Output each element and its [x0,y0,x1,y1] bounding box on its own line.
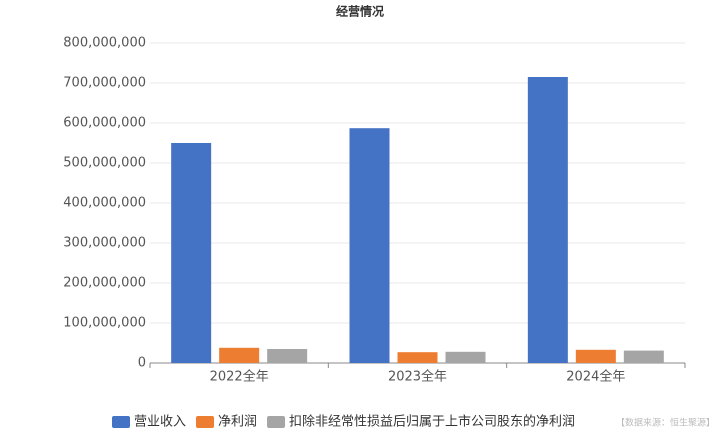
x-tick-label: 2024全年 [566,369,625,385]
y-tick-label: 500,000,000 [63,156,146,171]
y-tick-label: 600,000,000 [63,116,146,131]
y-tick-label: 800,000,000 [63,36,146,51]
legend-swatch [267,416,286,428]
legend-label: 营业收入 [134,415,186,430]
bar [623,350,664,363]
y-tick-label: 700,000,000 [63,76,146,91]
bar [527,77,568,363]
legend-label: 净利润 [218,415,257,430]
bar [397,352,438,363]
y-tick-label: 400,000,000 [63,196,146,211]
y-tick-label: 200,000,000 [63,276,146,291]
x-tick-label: 2022全年 [210,369,269,385]
y-tick-label: 0 [138,356,146,371]
bar [445,351,486,363]
y-tick-label: 100,000,000 [63,316,146,331]
bar [349,128,390,363]
bar [267,349,308,363]
bar [171,143,212,363]
source-note: 【数据来源：恒生聚源】 [616,417,715,429]
bar [575,349,616,363]
legend-swatch [196,416,215,428]
chart-title: 经营情况 [336,4,384,19]
x-tick-label: 2023全年 [388,369,447,385]
legend-swatch [112,416,130,428]
bar [219,347,260,363]
y-tick-label: 300,000,000 [63,236,146,251]
legend-label: 扣除非经常性损益后归属于上市公司股东的净利润 [289,414,575,430]
